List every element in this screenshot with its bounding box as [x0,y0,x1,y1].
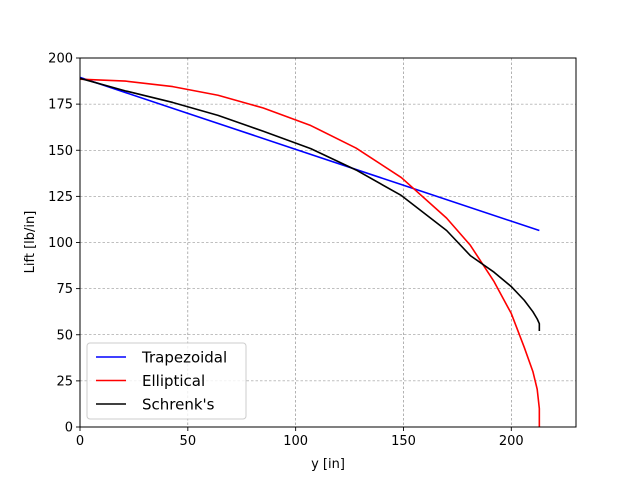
y-tick-label: 50 [56,328,73,343]
legend-label-elliptical: Elliptical [142,372,205,390]
x-tick-label: 100 [283,434,308,449]
series-line-trapezoidal [79,76,540,232]
y-tick-label: 175 [48,98,73,113]
y-tick-label: 125 [48,190,73,205]
y-tick-label: 25 [56,374,73,389]
legend-label-schrenk-s: Schrenk's [142,396,215,414]
x-tick-label: 150 [391,434,416,449]
series-lines [79,76,541,427]
y-axis-label: Lift [lb/in] [23,211,38,274]
x-tick-label: 0 [76,434,84,449]
y-tick-label: 75 [56,282,73,297]
x-axis-label: y [in] [311,457,345,472]
x-tick-label: 200 [499,434,524,449]
y-tick-label: 0 [65,421,73,436]
y-tick-label: 200 [48,52,73,67]
y-tick-label: 150 [48,144,73,159]
axis-ticks: 0 50 100 150 200 0 25 50 75 100 125 150 175 200 [48,52,524,450]
series-line-elliptical [79,78,541,427]
x-tick-label: 50 [180,434,197,449]
y-tick-label: 100 [48,236,73,251]
legend-label-trapezoidal: Trapezoidal [141,349,227,367]
legend: Trapezoidal Elliptical Schrenk's [86,342,247,420]
legend-box [86,342,247,420]
series-line-schrenk-s [79,77,541,332]
